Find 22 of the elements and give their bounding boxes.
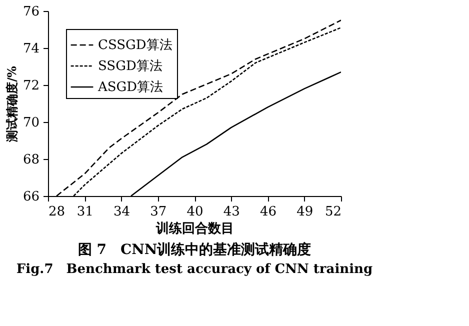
x-tick-label: 46: [260, 204, 277, 220]
x-axis-title: 训练回合数目: [155, 220, 234, 236]
x-tick-label: 52: [324, 204, 342, 220]
x-tick-label: 31: [76, 204, 94, 220]
x-tick-label: 40: [186, 204, 204, 220]
y-tick-label: 76: [22, 4, 40, 20]
text: 图 7 CNN训练中的基准测试精确度: [78, 241, 312, 258]
y-tick-label: 74: [22, 42, 40, 56]
x-tick-label: 43: [223, 204, 240, 220]
legend-label: CSSGD算法: [98, 38, 172, 53]
x-tick-label: 37: [150, 204, 167, 220]
y-axis-title: 测试精确度/%: [4, 66, 19, 143]
y-tick-label: 66: [22, 190, 40, 204]
legend-label: ASGD算法: [97, 80, 164, 95]
y-tick-label: 72: [22, 78, 40, 94]
x-tick-label: 34: [113, 204, 130, 220]
x-tick-label: 28: [48, 204, 66, 220]
text: Fig.7 Benchmark test accuracy of CNN training: [16, 262, 373, 277]
y-tick-label: 70: [22, 116, 40, 130]
legend-label: SSGD算法: [98, 59, 162, 74]
y-tick-label: 68: [22, 152, 40, 168]
x-tick-label: 49: [296, 204, 314, 220]
